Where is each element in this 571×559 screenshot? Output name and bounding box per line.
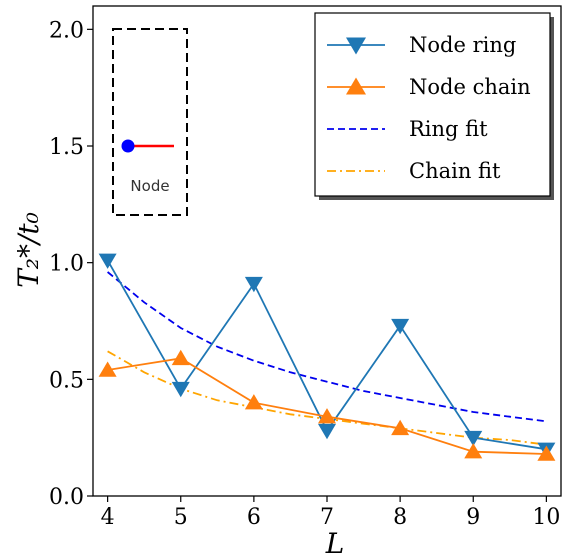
legend-items: Node ring Node chain Ring fit Chain fit xyxy=(327,33,531,183)
x-tick-label: 10 xyxy=(532,505,560,530)
legend-label: Node chain xyxy=(409,75,531,99)
data-point xyxy=(244,394,263,410)
data-point xyxy=(318,423,336,440)
inset-diagram: Node xyxy=(112,28,188,216)
data-point xyxy=(464,443,483,459)
x-tick-label: 4 xyxy=(101,505,115,530)
legend-marker xyxy=(346,37,366,55)
x-axis-label: L xyxy=(325,527,345,559)
data-point xyxy=(318,408,336,424)
data-point xyxy=(98,253,117,269)
legend-label: Chain fit xyxy=(409,159,501,183)
y-tick-label: 0.5 xyxy=(49,368,84,393)
legend: Node ring Node chain Ring fit Chain fit xyxy=(314,12,554,200)
y-tick-label: 2.0 xyxy=(49,18,84,43)
data-point xyxy=(391,419,410,436)
y-tick-label: 1.0 xyxy=(49,252,84,277)
x-tick-label: 7 xyxy=(320,505,334,530)
x-tick-label: 8 xyxy=(393,505,407,530)
y-axis-label: T₂*/t₀ xyxy=(12,212,45,288)
data-point xyxy=(537,445,556,461)
legend-label: Ring fit xyxy=(409,117,488,141)
data-point xyxy=(244,276,263,293)
fit-line-ring-fit xyxy=(107,271,547,423)
data-point xyxy=(171,349,190,366)
data-point xyxy=(464,430,483,447)
x-tick-label: 9 xyxy=(466,505,480,530)
x-tick-label: 5 xyxy=(174,505,188,530)
data-point xyxy=(171,381,190,398)
legend-marker xyxy=(346,77,366,95)
inset-border xyxy=(112,28,188,216)
data-point xyxy=(391,318,410,335)
data-point xyxy=(98,361,117,377)
x-tick-label: 6 xyxy=(247,505,261,530)
axis-ticks: 4 5 6 7 8 9 10 0.0 0.5 1.0 1.5 2.0 xyxy=(49,18,560,530)
y-tick-label: 1.5 xyxy=(49,135,84,160)
inset-label: Node xyxy=(130,177,169,195)
inset-node xyxy=(121,139,135,153)
y-tick-label: 0.0 xyxy=(49,485,84,510)
legend-label: Node ring xyxy=(409,33,516,57)
series-layer xyxy=(98,253,556,461)
